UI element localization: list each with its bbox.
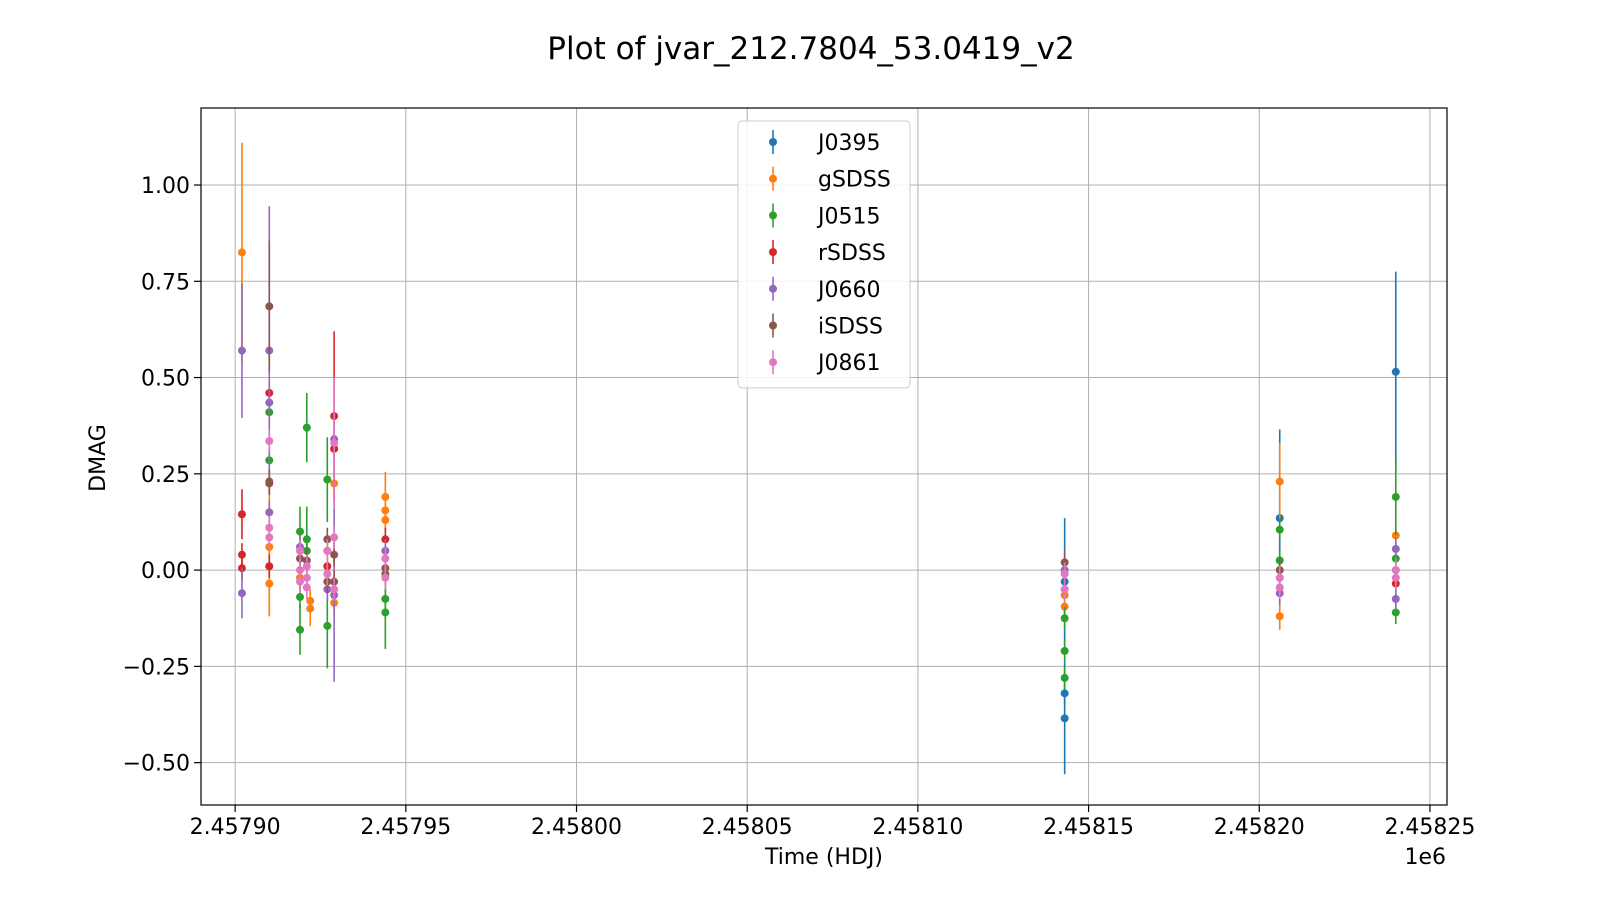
data-point (1060, 689, 1069, 698)
x-tick-label: 2.45820 (1214, 815, 1305, 840)
legend-label: rSDSS (818, 241, 886, 266)
data-point (302, 583, 311, 592)
data-point (295, 546, 304, 555)
data-point (330, 439, 339, 448)
legend-marker (769, 358, 777, 367)
data-point (330, 533, 339, 542)
data-point (323, 621, 332, 630)
y-tick-label: −0.50 (123, 752, 190, 777)
legend-label: J0395 (816, 131, 880, 156)
legend-marker (769, 211, 777, 220)
y-tick-label: 0.50 (141, 367, 190, 392)
data-point (323, 569, 332, 578)
legend-label: iSDSS (818, 315, 883, 340)
data-point (265, 398, 274, 407)
data-point (323, 546, 332, 555)
y-tick-label: 0.75 (141, 270, 190, 295)
x-axis-label: Time (HDJ) (764, 845, 883, 870)
x-axis-offset-label: 1e6 (1404, 845, 1446, 870)
legend-marker (769, 321, 777, 330)
legend-marker (769, 284, 777, 293)
y-tick-label: 0.25 (141, 463, 190, 488)
data-point (1060, 646, 1069, 655)
data-point (381, 573, 390, 582)
x-tick-label: 2.45795 (360, 815, 451, 840)
legend-label: J0861 (816, 351, 880, 376)
series-J0861 (265, 377, 1400, 601)
data-point (295, 625, 304, 634)
data-point (265, 562, 274, 571)
data-point (302, 423, 311, 432)
data-point (1275, 477, 1284, 486)
data-point (306, 604, 315, 613)
data-point (1060, 614, 1069, 623)
data-point (381, 492, 390, 501)
data-point (237, 550, 246, 559)
legend-label: J0515 (816, 204, 880, 229)
data-point (381, 554, 390, 563)
data-point (1391, 608, 1400, 617)
y-axis-label: DMAG (86, 424, 111, 492)
legend-label: gSDSS (818, 168, 891, 193)
data-point (1060, 714, 1069, 723)
axis-ticks: 2.45790 2.45795 2.45800 2.45805 2.45810 2.458… (123, 174, 1476, 840)
legend-marker (769, 174, 777, 183)
data-point (381, 516, 390, 525)
x-tick-label: 2.45825 (1384, 815, 1475, 840)
y-tick-label: 0.00 (141, 559, 190, 584)
data-point (1391, 492, 1400, 501)
data-point (381, 608, 390, 617)
legend-marker (769, 138, 777, 146)
data-point (295, 593, 304, 602)
legend-marker (769, 248, 777, 257)
data-point (265, 302, 274, 311)
data-point (237, 589, 246, 598)
data-point (237, 248, 246, 257)
data-point (1275, 525, 1284, 534)
data-point (1275, 612, 1284, 621)
data-point (1060, 569, 1069, 578)
legend-label: J0660 (816, 278, 880, 303)
data-point (330, 585, 339, 594)
data-point (237, 346, 246, 355)
data-point (295, 577, 304, 586)
y-tick-label: 1.00 (141, 174, 190, 199)
data-point (330, 550, 339, 559)
x-tick-label: 2.45800 (531, 815, 622, 840)
x-tick-label: 2.45790 (190, 815, 281, 840)
data-point (1391, 573, 1400, 582)
x-tick-label: 2.45805 (702, 815, 793, 840)
data-point (1391, 367, 1400, 376)
legend-box (737, 120, 911, 389)
x-tick-label: 2.45810 (872, 815, 963, 840)
chart-title: Plot of jvar_212.7804_53.0419_v2 (547, 31, 1074, 67)
data-point (265, 579, 274, 588)
data-point (1391, 544, 1400, 553)
data-point (265, 533, 274, 542)
data-point (265, 479, 274, 488)
data-point (1275, 583, 1284, 592)
data-point (1391, 594, 1400, 603)
data-point (265, 437, 274, 446)
data-point (1060, 585, 1069, 594)
data-point (237, 510, 246, 519)
x-tick-label: 2.45815 (1043, 815, 1134, 840)
data-point (265, 508, 274, 517)
data-point (323, 475, 332, 484)
data-point (295, 527, 304, 536)
data-point (1060, 673, 1069, 682)
data-marks (237, 142, 1400, 775)
y-tick-label: −0.25 (123, 655, 190, 680)
legend: J0395 gSDSS J0515 rSDSS J0660 iSDSS J0861 (737, 120, 911, 389)
plot-frame (200, 107, 1448, 806)
